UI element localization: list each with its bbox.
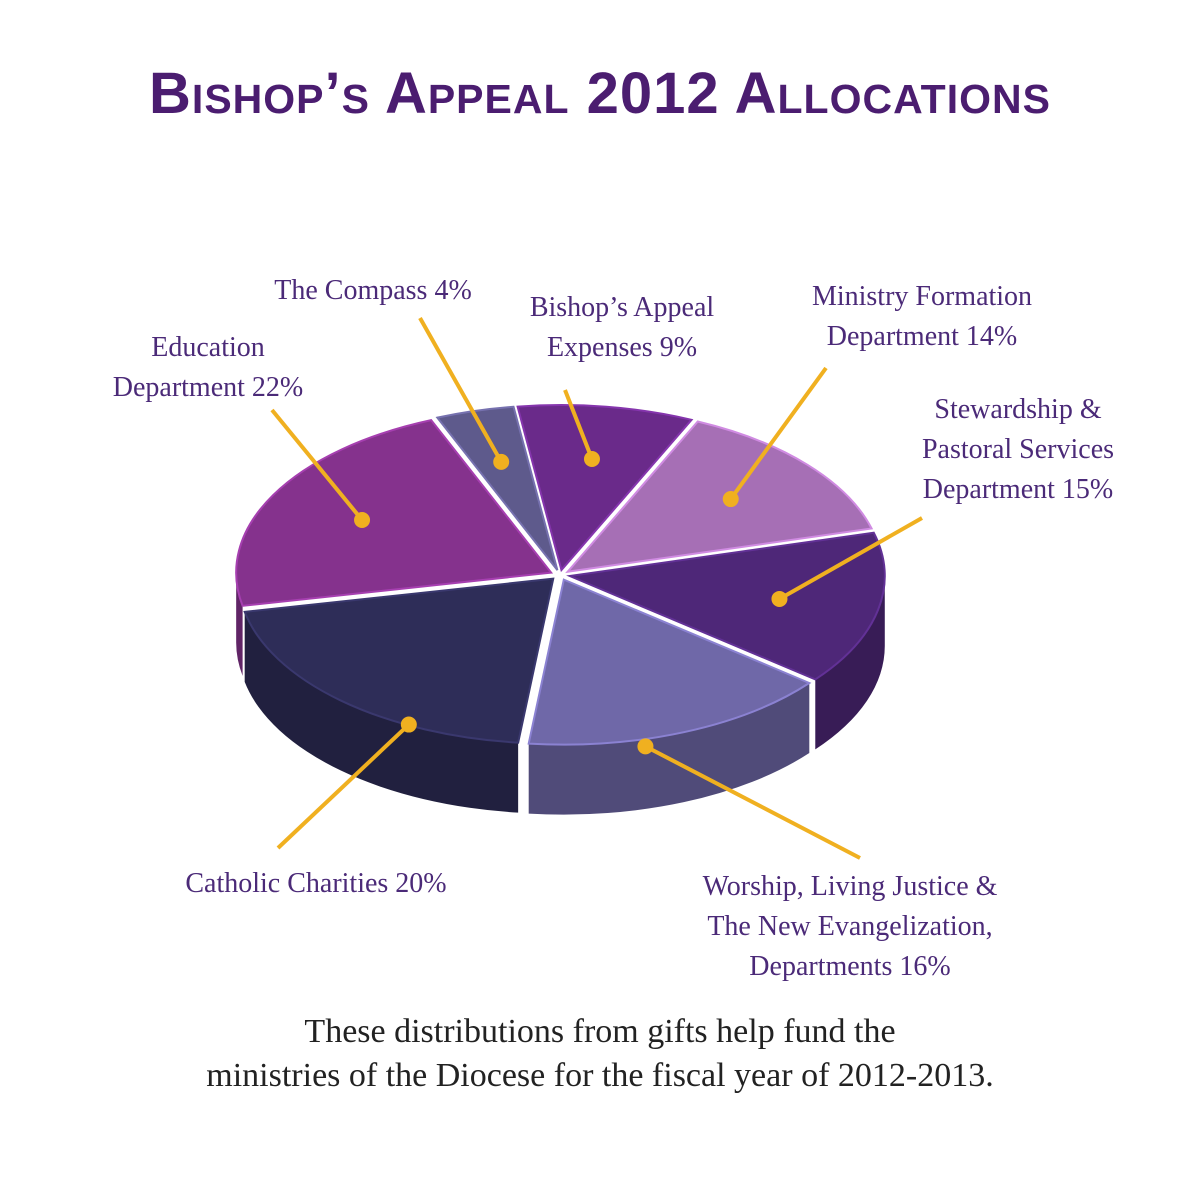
slice-label-5: Education Department 22% [113, 332, 304, 403]
slice-label-6: The Compass 4% [274, 275, 472, 306]
slice-label-line: The New Evangelization, [707, 911, 992, 942]
slice-label-1: Ministry Formation Department 14% [812, 281, 1032, 352]
pie-slice-6 [435, 405, 559, 571]
pie-slice-0 [516, 404, 694, 573]
pie-side-4 [244, 611, 519, 813]
leader-dot-0 [583, 450, 600, 467]
slice-label-2: Stewardship & Pastoral Services Department… [922, 394, 1114, 505]
pie-slices [235, 404, 886, 746]
slice-labels: Bishop’s Appeal Expenses 9% Ministry Forma… [113, 275, 1114, 982]
pie-slice-2 [566, 531, 886, 681]
leader-dot-4 [400, 716, 417, 733]
slice-label-3: Worship, Living Justice & The New Evangel… [703, 871, 998, 982]
leader-dot-1 [722, 491, 739, 508]
pie-slice-4 [243, 577, 555, 744]
slice-label-line: The Compass 4% [274, 275, 472, 306]
slice-label-4: Catholic Charities 20% [185, 868, 446, 899]
slice-label-line: Department 14% [827, 321, 1018, 352]
leader-lines [270, 317, 923, 860]
caption-line-1: These distributions from gifts help fund… [304, 1013, 896, 1050]
slice-label-line: Department 22% [113, 372, 304, 403]
leader-line-5 [270, 408, 364, 522]
leader-line-1 [729, 366, 828, 501]
chart-title: Bishop’s Appeal 2012 Allocations [149, 61, 1051, 126]
slice-label-line: Bishop’s Appeal [530, 292, 715, 323]
slice-label-line: Pastoral Services [922, 434, 1114, 465]
pie-slice-3 [527, 578, 812, 746]
leader-line-6 [418, 317, 503, 463]
leader-dot-2 [771, 590, 788, 607]
slice-label-line: Ministry Formation [812, 281, 1032, 312]
slice-label-line: Department 15% [923, 474, 1114, 505]
slice-label-line: Expenses 9% [547, 332, 697, 363]
leader-dot-3 [637, 738, 654, 755]
pie-side-2 [815, 576, 885, 750]
slice-label-line: Stewardship & [934, 394, 1101, 425]
pie-side-3 [528, 683, 810, 815]
leader-line-0 [563, 389, 594, 460]
leader-dot-6 [493, 453, 510, 470]
pie-side-5 [236, 572, 243, 676]
caption-line-2: ministries of the Diocese for the fiscal… [206, 1057, 994, 1094]
pie-sides [236, 572, 885, 815]
slice-label-line: Catholic Charities 20% [185, 868, 446, 899]
leader-line-3 [644, 744, 861, 860]
slice-label-0: Bishop’s Appeal Expenses 9% [530, 292, 715, 363]
leader-dot-5 [354, 511, 371, 528]
slice-label-line: Education [151, 332, 265, 363]
leader-line-4 [276, 723, 411, 850]
slice-label-line: Worship, Living Justice & [703, 871, 998, 902]
slice-label-line: Departments 16% [749, 951, 950, 982]
leader-line-2 [778, 516, 923, 601]
caption: These distributions from gifts help fund… [0, 1010, 1200, 1098]
pie-slice-5 [235, 418, 554, 607]
pie-slice-1 [565, 420, 874, 574]
